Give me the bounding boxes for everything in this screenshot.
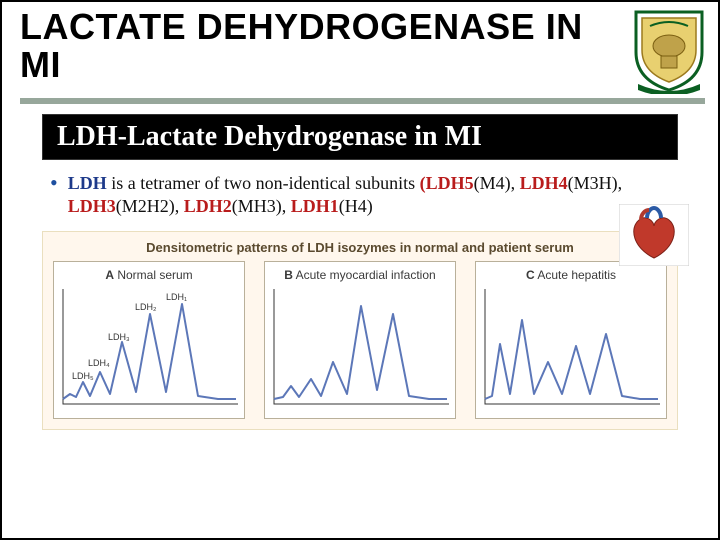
bullet-text: LDH is a tetramer of two non-identical s… (68, 172, 678, 219)
panel-caption: Densitometric patterns of LDH isozymes i… (53, 240, 667, 255)
chart-title: C Acute hepatitis (480, 268, 662, 282)
bullet-line: • LDH is a tetramer of two non-identical… (2, 168, 718, 219)
ldh-term: LDH (68, 173, 107, 193)
chart-box-a: A Normal serum LDH₅ LDH₄ LDH₃ LDH₂ LDH₁ (53, 261, 245, 419)
svg-text:LDH₁: LDH₁ (166, 292, 187, 302)
chart-box-c: C Acute hepatitis (475, 261, 667, 419)
chart-title: B Acute myocardial infaction (269, 268, 451, 282)
svg-text:LDH₃: LDH₃ (108, 332, 130, 342)
densitometry-curve: LDH₅ LDH₄ LDH₃ LDH₂ LDH₁ (58, 284, 242, 414)
university-crest-logo (630, 6, 708, 94)
title-underline (20, 98, 705, 104)
heart-illustration-icon (619, 204, 689, 266)
bullet-icon: • (50, 172, 58, 194)
svg-text:LDH₄: LDH₄ (88, 358, 110, 368)
chart-title: A Normal serum (58, 268, 240, 282)
densitometry-curve (269, 284, 453, 414)
svg-text:LDH₅: LDH₅ (72, 371, 94, 381)
isozyme-panel: Densitometric patterns of LDH isozymes i… (42, 231, 678, 430)
densitometry-curve (480, 284, 664, 414)
page-title: LACTATE DEHYDROGENASE IN MI (20, 8, 630, 84)
chart-box-b: B Acute myocardial infaction (264, 261, 456, 419)
section-heading-bar: LDH-Lactate Dehydrogenase in MI (42, 114, 678, 160)
svg-text:LDH₂: LDH₂ (135, 302, 157, 312)
charts-row: A Normal serum LDH₅ LDH₄ LDH₃ LDH₂ LDH₁ B Acut… (53, 261, 667, 419)
